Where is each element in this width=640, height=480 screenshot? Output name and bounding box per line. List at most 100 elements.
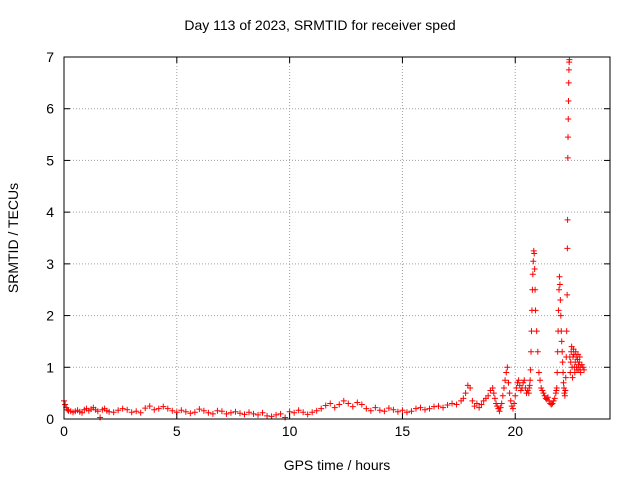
data-point xyxy=(246,409,253,416)
data-point xyxy=(282,414,289,421)
y-tick-label: 0 xyxy=(46,411,54,427)
data-point xyxy=(133,408,140,415)
data-point xyxy=(309,409,316,416)
data-point xyxy=(551,395,558,402)
x-axis-ticks: 0 5 10 15 20 xyxy=(60,57,523,439)
data-point xyxy=(313,407,320,414)
data-point xyxy=(525,390,532,397)
data-point xyxy=(94,408,101,415)
data-point xyxy=(241,411,248,418)
data-point xyxy=(390,406,397,413)
data-point xyxy=(559,348,566,355)
data-point xyxy=(509,405,516,412)
data-point xyxy=(521,377,528,384)
data-point xyxy=(497,404,504,411)
data-point xyxy=(250,410,257,417)
data-point xyxy=(345,400,352,407)
data-point xyxy=(503,369,510,376)
data-point xyxy=(559,359,566,366)
data-point xyxy=(473,400,480,407)
data-point xyxy=(421,406,428,413)
data-point xyxy=(490,390,497,397)
data-point xyxy=(540,390,547,397)
data-point xyxy=(476,404,483,411)
data-point xyxy=(507,397,514,404)
x-tick-label: 5 xyxy=(173,423,181,439)
data-point xyxy=(64,406,71,413)
data-point xyxy=(564,291,571,298)
data-point xyxy=(110,409,117,416)
data-point xyxy=(527,366,534,373)
data-point xyxy=(200,407,207,414)
data-point xyxy=(160,403,167,410)
data-point xyxy=(569,374,576,381)
data-point xyxy=(531,266,538,273)
data-point xyxy=(62,401,69,408)
y-tick-label: 6 xyxy=(46,101,54,117)
data-point xyxy=(520,379,527,386)
data-point xyxy=(196,406,203,413)
data-point xyxy=(327,400,334,407)
data-point xyxy=(169,407,176,414)
data-point xyxy=(527,377,534,384)
data-point xyxy=(489,384,496,391)
data-point xyxy=(79,409,86,416)
data-point xyxy=(562,387,569,394)
data-point xyxy=(560,369,567,376)
data-point xyxy=(565,79,572,86)
data-point xyxy=(500,384,507,391)
data-point xyxy=(534,348,541,355)
data-point xyxy=(354,399,361,406)
data-point xyxy=(322,402,329,409)
data-point xyxy=(449,400,456,407)
data-point xyxy=(491,395,498,402)
y-tick-label: 3 xyxy=(46,256,54,272)
y-tick-label: 7 xyxy=(46,49,54,65)
data-point xyxy=(435,403,442,410)
data-point xyxy=(561,392,568,399)
data-point xyxy=(541,392,548,399)
data-point xyxy=(349,403,356,410)
data-point xyxy=(462,390,469,397)
data-point xyxy=(515,377,522,384)
data-point xyxy=(526,382,533,389)
data-point xyxy=(318,405,325,412)
data-point xyxy=(412,405,419,412)
data-point xyxy=(137,409,144,416)
data-point xyxy=(564,154,571,161)
data-point xyxy=(431,403,438,410)
data-point xyxy=(555,307,562,314)
data-point xyxy=(496,408,503,415)
data-point xyxy=(426,405,433,412)
data-point xyxy=(556,286,563,293)
data-point xyxy=(223,410,230,417)
data-point xyxy=(124,406,131,413)
data-point xyxy=(506,390,513,397)
data-point xyxy=(363,405,370,412)
data-point xyxy=(295,407,302,414)
data-point xyxy=(578,361,585,368)
data-point xyxy=(549,400,556,407)
data-point xyxy=(372,404,379,411)
data-point xyxy=(505,379,512,386)
data-point xyxy=(557,297,564,304)
data-points xyxy=(61,56,588,421)
data-point xyxy=(408,408,415,415)
data-point xyxy=(273,411,280,418)
data-point xyxy=(556,273,563,280)
data-point xyxy=(577,369,584,376)
data-point xyxy=(550,397,557,404)
data-point xyxy=(566,56,573,63)
data-point xyxy=(151,406,158,413)
data-point xyxy=(403,409,410,416)
data-point xyxy=(115,407,122,414)
data-point xyxy=(106,408,113,415)
data-point xyxy=(460,395,467,402)
data-point xyxy=(512,392,519,399)
data-point xyxy=(528,348,535,355)
data-point xyxy=(564,245,571,252)
data-point xyxy=(564,216,571,223)
data-point xyxy=(209,410,216,417)
data-point xyxy=(128,409,135,416)
